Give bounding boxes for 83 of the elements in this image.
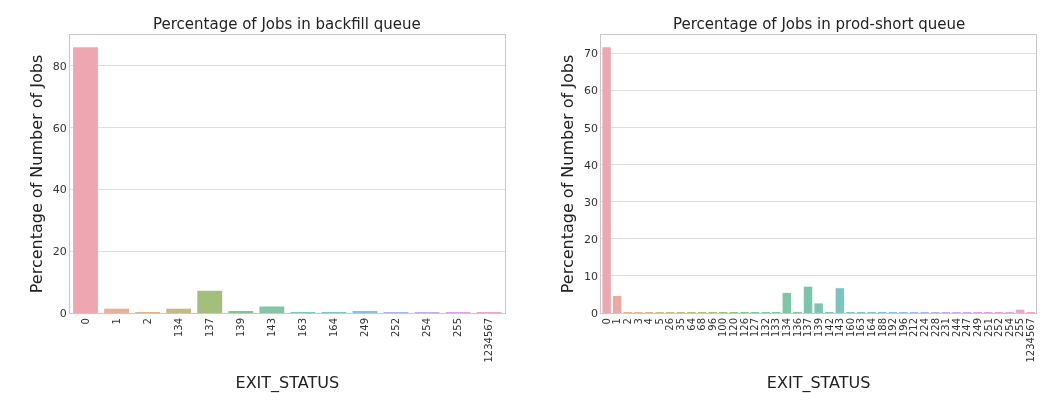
y-tick-label: 40 <box>52 183 67 197</box>
x-tick-label: 249 <box>359 318 371 338</box>
x-tick-label: 96 <box>706 318 718 331</box>
x-tick-label: 35 <box>675 318 687 331</box>
x-tick-label: 1234567 <box>1024 318 1036 363</box>
x-tick-label: 224 <box>918 318 930 338</box>
x-tick-label: 231 <box>940 318 952 338</box>
y-axis-title: Percentage of Number of Jobs <box>26 54 46 294</box>
x-tick-label: 100 <box>717 318 729 338</box>
x-tick-label: 126 <box>738 318 750 338</box>
x-tick-label: 188 <box>876 318 888 338</box>
x-tick-label: 134 <box>781 318 793 338</box>
y-axis-title: Percentage of Number of Jobs <box>558 54 577 294</box>
x-tick-label: 5 <box>653 318 665 325</box>
x-tick-label: 132 <box>759 318 771 338</box>
x-axis-title: EXIT_STATUS <box>766 373 871 394</box>
x-tick-label: 1234567 <box>483 318 495 363</box>
bar <box>814 303 823 313</box>
x-tick-label: 136 <box>791 318 803 338</box>
bar <box>73 47 98 313</box>
x-tick-label: 68 <box>696 318 708 331</box>
x-tick-label: 133 <box>770 318 782 338</box>
x-tick-label: 0 <box>79 318 91 325</box>
x-tick-label: 142 <box>823 318 835 338</box>
bar <box>166 308 192 313</box>
x-tick-label: 163 <box>297 318 309 338</box>
bar <box>782 292 792 313</box>
x-tick-label: 1 <box>110 318 122 325</box>
y-tick-label: 30 <box>584 195 599 209</box>
y-tick-label: 40 <box>584 158 599 172</box>
x-tick-label: 0 <box>600 318 612 325</box>
x-tick-label: 163 <box>855 318 867 338</box>
x-tick-label: 249 <box>971 318 983 338</box>
x-tick-label: 247 <box>961 318 973 338</box>
x-tick-label: 164 <box>328 318 340 338</box>
x-tick-label: 252 <box>390 318 402 338</box>
bar <box>197 290 223 313</box>
bar <box>612 295 622 313</box>
x-tick-label: 1 <box>611 318 623 325</box>
chart-title: Percentage of Jobs in prod-short queue <box>673 15 966 33</box>
x-tick-label: 254 <box>1003 318 1015 338</box>
x-tick-label: 255 <box>452 318 464 338</box>
y-tick-label: 20 <box>52 245 67 259</box>
x-tick-label: 244 <box>950 318 962 338</box>
x-tick-label: 26 <box>664 318 676 331</box>
x-tick-label: 137 <box>203 318 215 338</box>
x-tick-label: 120 <box>728 318 740 338</box>
x-tick-label: 255 <box>1014 318 1026 338</box>
bar <box>104 308 129 313</box>
x-tick-label: 139 <box>235 318 247 338</box>
x-tick-label: 137 <box>802 318 814 338</box>
x-tick-label: 127 <box>749 318 761 338</box>
y-tick-label: 60 <box>584 84 599 98</box>
x-tick-label: 134 <box>172 318 184 338</box>
bar <box>259 306 285 313</box>
x-tick-label: 2 <box>622 318 634 325</box>
x-tick-label: 252 <box>993 318 1005 338</box>
x-tick-label: 160 <box>844 318 856 338</box>
x-tick-label: 64 <box>685 318 697 331</box>
y-tick-label: 20 <box>584 232 599 246</box>
x-tick-label: 228 <box>929 318 941 338</box>
x-tick-label: 4 <box>643 318 655 325</box>
y-tick-label: 60 <box>52 121 67 135</box>
x-tick-label: 196 <box>897 318 909 338</box>
y-tick-label: 70 <box>584 47 599 61</box>
x-tick-label: 139 <box>812 318 824 338</box>
x-tick-label: 251 <box>982 318 994 338</box>
x-tick-label: 254 <box>421 318 433 338</box>
x-axis-title: EXIT_STATUS <box>235 373 340 394</box>
x-tick-label: 164 <box>865 318 877 338</box>
y-tick-label: 10 <box>584 269 599 283</box>
x-tick-label: 2 <box>141 318 153 325</box>
x-tick-label: 3 <box>632 318 644 325</box>
x-tick-label: 143 <box>834 318 846 338</box>
x-tick-label: 212 <box>908 318 920 338</box>
x-tick-label: 192 <box>887 318 899 338</box>
bar <box>602 47 611 313</box>
x-tick-label: 143 <box>266 318 278 338</box>
y-tick-label: 50 <box>584 121 599 135</box>
y-tick-label: 80 <box>52 59 67 73</box>
bar <box>835 288 845 313</box>
bar <box>803 286 813 313</box>
chart-title: Percentage of Jobs in backfill queue <box>153 15 421 33</box>
